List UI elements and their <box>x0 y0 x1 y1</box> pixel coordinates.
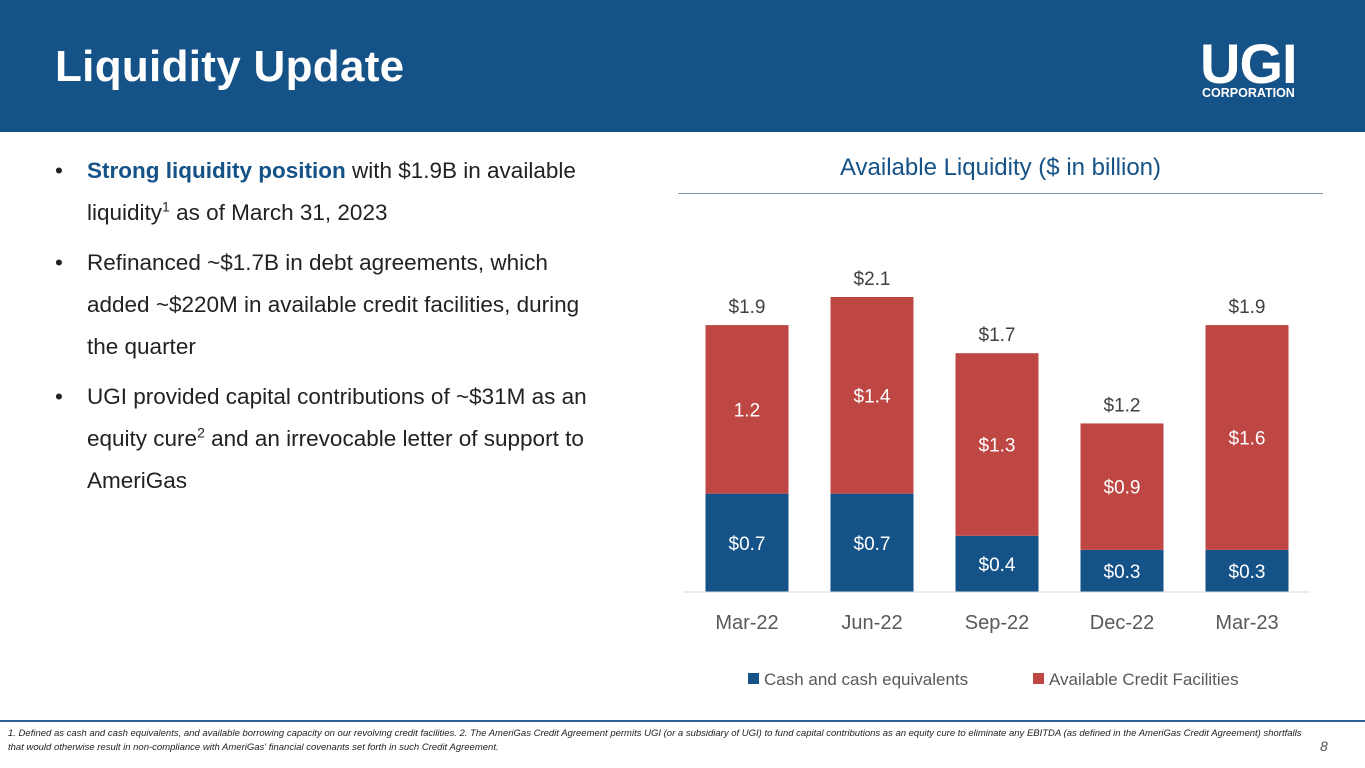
data-label-cash: $0.3 <box>1104 562 1141 583</box>
footer-rule <box>0 720 1365 722</box>
bullet-dot: • <box>55 250 63 275</box>
legend-swatch <box>748 673 759 684</box>
data-label-credit: $1.3 <box>979 436 1016 457</box>
legend-label: Cash and cash equivalents <box>764 670 968 689</box>
slide-title: Liquidity Update <box>55 42 405 91</box>
bullet-item: • Refinanced ~$1.7B in debt agreements, … <box>55 242 615 368</box>
bar-cash <box>955 535 1039 592</box>
header-bar <box>0 0 1365 132</box>
ugi-logo: UGI CORPORATION <box>1200 32 1312 102</box>
bullet-text-post: and an irrevocable letter of support to … <box>87 426 584 493</box>
logo-subtitle: CORPORATION <box>1202 86 1295 100</box>
page-number: 8 <box>1320 738 1328 754</box>
bullet-item: • Strong liquidity position with $1.9B i… <box>55 150 615 234</box>
bullet-text: with $1.9B in available liquidity <box>87 158 576 225</box>
legend-swatch <box>1033 673 1044 684</box>
total-label: $2.1 <box>854 269 891 290</box>
x-tick-label: Dec-22 <box>1090 612 1154 634</box>
x-tick-label: Jun-22 <box>841 612 902 634</box>
bar-credit <box>705 325 789 494</box>
x-tick-label: Mar-23 <box>1215 612 1278 634</box>
x-tick-label: Sep-22 <box>965 612 1030 634</box>
bar-credit <box>830 297 914 494</box>
bar-credit <box>955 353 1039 536</box>
bar-cash <box>1080 549 1164 592</box>
logo-wordmark: UGI <box>1200 32 1298 95</box>
data-label-credit: $1.6 <box>1229 428 1266 449</box>
bar-cash <box>1205 549 1289 592</box>
bullet-text-post: as of March 31, 2023 <box>169 200 388 225</box>
footnote-ref: 2 <box>197 424 205 441</box>
total-label: $1.9 <box>729 297 766 318</box>
total-label: $1.2 <box>1104 395 1141 416</box>
data-label-credit: $1.4 <box>854 386 891 407</box>
bar-cash <box>830 493 914 592</box>
bullet-text: Refinanced ~$1.7B in debt agreements, wh… <box>87 250 580 359</box>
data-label-credit: 1.2 <box>734 400 760 421</box>
chart-title-rule <box>678 193 1323 194</box>
data-label-cash: $0.7 <box>854 534 891 555</box>
bullet-text: UGI provided capital contributions of ~$… <box>87 384 587 451</box>
bullet-item: • UGI provided capital contributions of … <box>55 376 615 502</box>
total-label: $1.7 <box>979 325 1016 346</box>
chart-title: Available Liquidity ($ in billion) <box>839 154 1162 181</box>
x-tick-label: Mar-22 <box>715 612 778 634</box>
bar-credit <box>1080 423 1164 550</box>
bullet-dot: • <box>55 384 63 409</box>
footnote-ref: 1 <box>162 198 170 215</box>
bullet-list: • Strong liquidity position with $1.9B i… <box>55 150 615 510</box>
total-label: $1.9 <box>1229 297 1266 318</box>
data-label-credit: $0.9 <box>1104 478 1141 499</box>
bar-cash <box>705 493 789 592</box>
bar-credit <box>1205 325 1289 550</box>
footnote: 1. Defined as cash and cash equivalents,… <box>8 728 1302 753</box>
data-label-cash: $0.7 <box>729 534 766 555</box>
legend-label: Available Credit Facilities <box>1049 670 1239 689</box>
data-label-cash: $0.4 <box>979 555 1016 576</box>
data-label-cash: $0.3 <box>1229 562 1266 583</box>
bullet-dot: • <box>55 158 63 183</box>
bullet-highlight: Strong liquidity position <box>87 158 346 183</box>
